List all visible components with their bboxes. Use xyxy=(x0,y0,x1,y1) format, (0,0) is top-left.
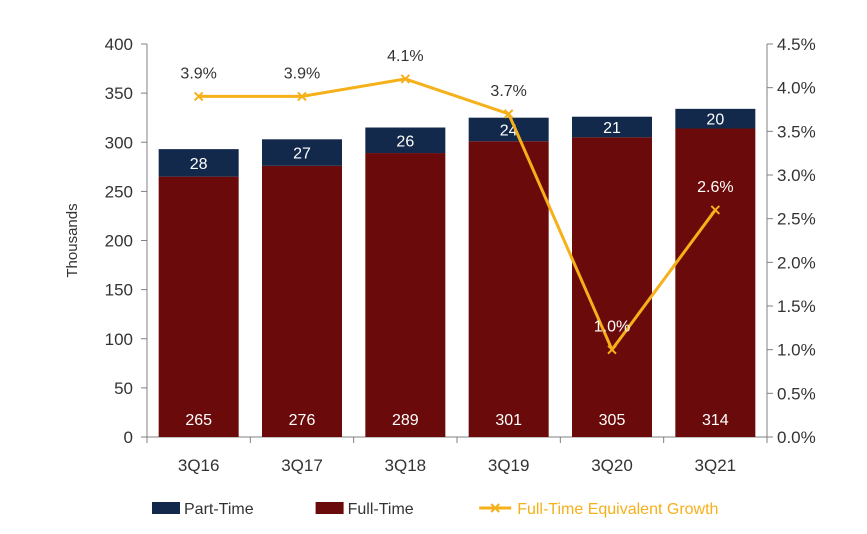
legend-swatch xyxy=(152,502,180,514)
legend-label: Part-Time xyxy=(184,501,254,518)
growth-point-marker xyxy=(503,109,514,119)
y-tick-label: 300 xyxy=(105,133,133,152)
growth-value-label: 1.0% xyxy=(594,319,630,336)
bar-value-label: 314 xyxy=(702,412,729,429)
growth-value-label: 3.9% xyxy=(180,65,216,82)
x-tick-label: 3Q17 xyxy=(281,456,323,475)
growth-value-label: 4.1% xyxy=(387,48,423,65)
legend-swatch xyxy=(315,502,344,514)
y2-tick-label: 4.5% xyxy=(777,35,816,54)
x-tick-label: 3Q18 xyxy=(385,456,427,475)
y2-tick-label: 4.0% xyxy=(777,79,816,98)
bar-full-time xyxy=(675,128,756,437)
bar-full-time xyxy=(262,165,342,437)
growth-value-label: 3.9% xyxy=(284,65,320,82)
y-tick-label: 50 xyxy=(114,379,133,398)
y2-tick-label: 1.0% xyxy=(777,341,816,360)
legend-label: Full-Time Equivalent Growth xyxy=(517,501,718,518)
y2-tick-label: 1.5% xyxy=(777,297,816,316)
growth-labels-layer: 3.9% 3.9% 4.1% 3.7% 1.0% 2.6% xyxy=(180,48,733,336)
x-tick-label: 3Q20 xyxy=(591,456,633,475)
bar-value-label: 28 xyxy=(190,156,208,173)
legend-label: Full-Time xyxy=(348,501,414,518)
y2-tick-label: 2.5% xyxy=(777,210,816,229)
bar-part-time xyxy=(158,149,239,177)
y-axis-title: Thousands xyxy=(64,203,81,277)
y-tick-label: 0 xyxy=(124,428,133,447)
y-tick-label: 100 xyxy=(105,330,133,349)
legend: Part-Time Full-Time Full-Time Equivalent G… xyxy=(152,501,718,518)
legend-item: Full-Time Equivalent Growth xyxy=(479,501,718,518)
y2-tick-label: 0.0% xyxy=(777,428,816,447)
growth-value-label: 3.7% xyxy=(490,83,526,100)
y2-tick-label: 3.0% xyxy=(777,166,816,185)
x-tick-label: 3Q21 xyxy=(695,456,737,475)
growth-point-marker xyxy=(607,344,617,355)
bar-part-time xyxy=(675,108,756,129)
legend-item: Part-Time xyxy=(152,501,254,518)
legend-item: Full-Time xyxy=(315,501,414,518)
bars-layer xyxy=(158,108,756,437)
axes-layer: 0 50 100 150 200 250 300 350 400 0.0% 0.5% 1.0% 1.5%… xyxy=(64,35,816,475)
y-tick-label: 250 xyxy=(105,182,133,201)
growth-point-marker xyxy=(297,91,307,102)
growth-point-marker xyxy=(400,74,411,84)
bar-full-time xyxy=(158,176,239,437)
bar-value-label: 301 xyxy=(495,412,522,429)
bar-full-time xyxy=(468,141,549,437)
bar-part-time xyxy=(365,127,446,154)
y2-tick-label: 3.5% xyxy=(777,122,816,141)
bar-value-label: 305 xyxy=(599,412,626,429)
bar-part-time xyxy=(572,116,652,138)
bar-value-label: 26 xyxy=(396,133,414,150)
y2-tick-label: 0.5% xyxy=(777,384,816,403)
growth-line xyxy=(198,77,717,352)
growth-point-marker xyxy=(193,91,204,102)
bar-value-label: 27 xyxy=(293,146,311,163)
y-tick-label: 350 xyxy=(105,84,133,103)
growth-value-label: 2.6% xyxy=(697,179,733,196)
x-tick-label: 3Q19 xyxy=(488,456,530,475)
growth-line-layer xyxy=(193,74,721,355)
bar-full-time xyxy=(365,153,446,437)
x-tick-label: 3Q16 xyxy=(178,456,220,475)
bar-value-label: 20 xyxy=(706,112,724,129)
bar-value-label: 265 xyxy=(185,412,212,429)
y-tick-label: 200 xyxy=(105,232,133,251)
bar-value-label: 289 xyxy=(392,412,419,429)
bar-value-label: 276 xyxy=(289,412,316,429)
bar-part-time xyxy=(262,139,342,166)
bar-part-time xyxy=(468,117,549,142)
growth-point-marker xyxy=(710,205,721,215)
bar-value-label: 21 xyxy=(603,120,621,137)
y2-tick-label: 2.0% xyxy=(777,253,816,272)
y-tick-label: 400 xyxy=(105,35,133,54)
y-tick-label: 150 xyxy=(105,281,133,300)
